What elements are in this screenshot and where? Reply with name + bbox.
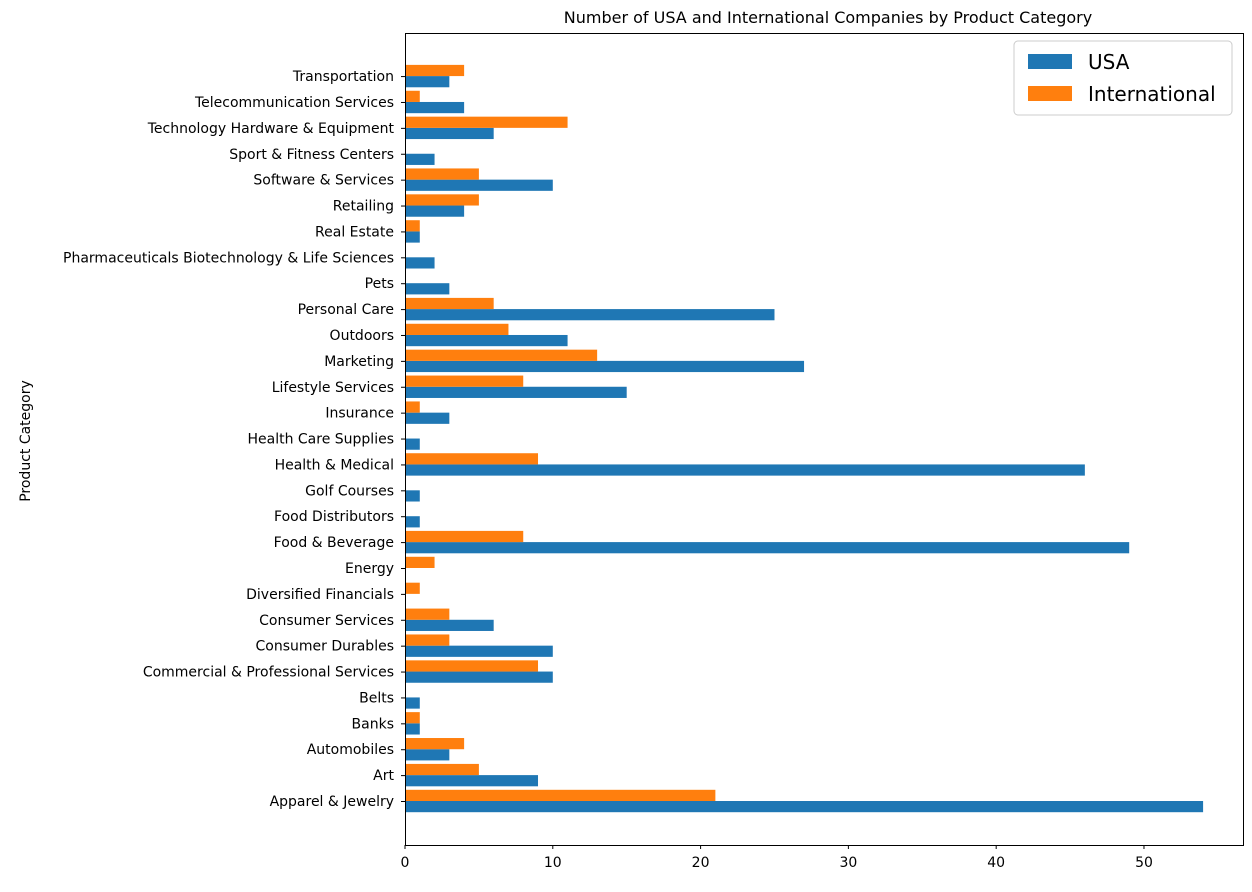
x-tick-label-50: 50 bbox=[1135, 855, 1153, 871]
bar-usa-marketing bbox=[405, 360, 805, 373]
y-tick-label-health-and-medical: Health & Medical bbox=[275, 457, 394, 473]
y-tick-label-apparel-and-jewelry: Apparel & Jewelry bbox=[270, 794, 394, 810]
y-tick-label-automobiles: Automobiles bbox=[307, 742, 394, 758]
y-tick-label-pharmaceuticals-biotechnology-and-life-sciences: Pharmaceuticals Biotechnology & Life Sci… bbox=[63, 250, 394, 266]
bar-international-diversified-financials bbox=[405, 582, 420, 594]
legend: USA International bbox=[1013, 40, 1233, 116]
x-tick-label-40: 40 bbox=[987, 855, 1005, 871]
x-tick-label-10: 10 bbox=[544, 855, 562, 871]
bar-international-personal-care bbox=[405, 297, 494, 310]
y-tick-label-belts: Belts bbox=[359, 690, 394, 706]
bar-usa-lifestyle-services bbox=[405, 386, 627, 398]
y-tick-label-telecommunication-services: Telecommunication Services bbox=[194, 95, 394, 111]
bar-usa-pharmaceuticals-biotechnology-and-life-sciences bbox=[405, 257, 435, 269]
y-tick-label-banks: Banks bbox=[352, 716, 394, 732]
y-tick-label-lifestyle-services: Lifestyle Services bbox=[272, 380, 394, 396]
bar-usa-commercial-and-professional-services bbox=[405, 671, 553, 683]
y-tick-label-insurance: Insurance bbox=[325, 406, 394, 422]
bar-international-consumer-services bbox=[405, 608, 450, 620]
y-tick-label-technology-hardware-and-equipment: Technology Hardware & Equipment bbox=[147, 121, 395, 137]
y-tick-labels: Apparel & Jewelry Art Automobiles Banks Belt… bbox=[63, 69, 405, 810]
bar-international-health-and-medical bbox=[405, 453, 539, 465]
bar-usa-food-distributors bbox=[405, 516, 420, 528]
bar-international-outdoors bbox=[405, 323, 509, 335]
y-tick-label-marketing: Marketing bbox=[324, 354, 394, 370]
bar-usa-insurance bbox=[405, 412, 450, 424]
bar-international-technology-hardware-and-equipment bbox=[405, 116, 568, 128]
bar-usa-outdoors bbox=[405, 334, 568, 347]
y-tick-label-diversified-financials: Diversified Financials bbox=[246, 587, 394, 603]
bar-international-marketing bbox=[405, 349, 598, 361]
bar-international-energy bbox=[405, 556, 435, 568]
bar-international-consumer-durables bbox=[405, 634, 450, 646]
bar-usa-banks bbox=[405, 723, 420, 735]
y-tick-label-art: Art bbox=[373, 768, 394, 784]
legend-swatch-usa bbox=[1028, 54, 1072, 69]
y-axis-label: Product Category bbox=[18, 380, 34, 502]
x-tick-label-20: 20 bbox=[692, 855, 710, 871]
y-tick-label-pets: Pets bbox=[365, 276, 394, 292]
bar-usa-personal-care bbox=[405, 309, 775, 321]
bar-international-real-estate bbox=[405, 220, 420, 232]
bar-international-apparel-and-jewelry bbox=[405, 789, 716, 801]
bar-usa-art bbox=[405, 775, 539, 787]
legend-label-usa: USA bbox=[1088, 50, 1130, 74]
bar-usa-retailing bbox=[405, 205, 465, 217]
bar-usa-pets bbox=[405, 283, 450, 295]
bar-international-commercial-and-professional-services bbox=[405, 660, 539, 672]
bar-international-food-and-beverage bbox=[405, 530, 524, 543]
x-tick-label-30: 30 bbox=[839, 855, 857, 871]
bar-international-insurance bbox=[405, 401, 420, 413]
bar-usa-sport-and-fitness-centers bbox=[405, 153, 435, 165]
bar-usa-transportation bbox=[405, 76, 450, 88]
bar-usa-health-and-medical bbox=[405, 464, 1085, 476]
y-tick-label-outdoors: Outdoors bbox=[330, 328, 394, 344]
y-tick-label-golf-courses: Golf Courses bbox=[305, 483, 394, 499]
y-tick-label-retailing: Retailing bbox=[333, 199, 394, 215]
y-tick-label-sport-and-fitness-centers: Sport & Fitness Centers bbox=[229, 147, 394, 163]
bar-international-software-and-services bbox=[405, 168, 479, 180]
y-tick-label-energy: Energy bbox=[345, 561, 394, 577]
bar-international-banks bbox=[405, 712, 420, 724]
bar-usa-telecommunication-services bbox=[405, 101, 465, 114]
bar-international-art bbox=[405, 763, 479, 776]
bar-international-retailing bbox=[405, 194, 479, 206]
bar-usa-health-care-supplies bbox=[405, 438, 420, 450]
bar-international-telecommunication-services bbox=[405, 90, 420, 102]
bar-usa-belts bbox=[405, 697, 420, 709]
bar-usa-apparel-and-jewelry bbox=[405, 801, 1204, 813]
y-tick-label-consumer-durables: Consumer Durables bbox=[255, 639, 394, 655]
bar-usa-technology-hardware-and-equipment bbox=[405, 127, 494, 140]
bar-usa-golf-courses bbox=[405, 490, 420, 502]
x-tick-label-0: 0 bbox=[401, 855, 410, 871]
bar-international-lifestyle-services bbox=[405, 375, 524, 387]
chart-title: Number of USA and International Companie… bbox=[564, 8, 1092, 27]
bars-group bbox=[405, 64, 1204, 813]
bar-usa-consumer-services bbox=[405, 619, 494, 631]
bar-international-transportation bbox=[405, 64, 465, 77]
y-tick-label-personal-care: Personal Care bbox=[298, 302, 394, 318]
legend-label-international: International bbox=[1088, 82, 1216, 106]
y-tick-label-transportation: Transportation bbox=[292, 69, 394, 85]
y-tick-label-food-and-beverage: Food & Beverage bbox=[274, 535, 394, 551]
x-tick-labels: 0 10 20 30 40 50 bbox=[401, 845, 1153, 871]
y-tick-label-software-and-services: Software & Services bbox=[253, 173, 394, 189]
bar-usa-consumer-durables bbox=[405, 645, 553, 657]
y-tick-label-food-distributors: Food Distributors bbox=[274, 509, 394, 525]
y-tick-label-commercial-and-professional-services: Commercial & Professional Services bbox=[143, 665, 394, 681]
y-tick-label-health-care-supplies: Health Care Supplies bbox=[247, 432, 394, 448]
legend-swatch-international bbox=[1028, 86, 1072, 101]
bar-usa-software-and-services bbox=[405, 179, 553, 191]
bar-usa-real-estate bbox=[405, 231, 420, 243]
y-tick-label-real-estate: Real Estate bbox=[315, 224, 394, 240]
bar-usa-food-and-beverage bbox=[405, 542, 1130, 554]
bar-usa-automobiles bbox=[405, 749, 450, 761]
plot-frame bbox=[405, 33, 1244, 846]
bar-international-automobiles bbox=[405, 738, 465, 750]
y-tick-label-consumer-services: Consumer Services bbox=[259, 613, 394, 629]
